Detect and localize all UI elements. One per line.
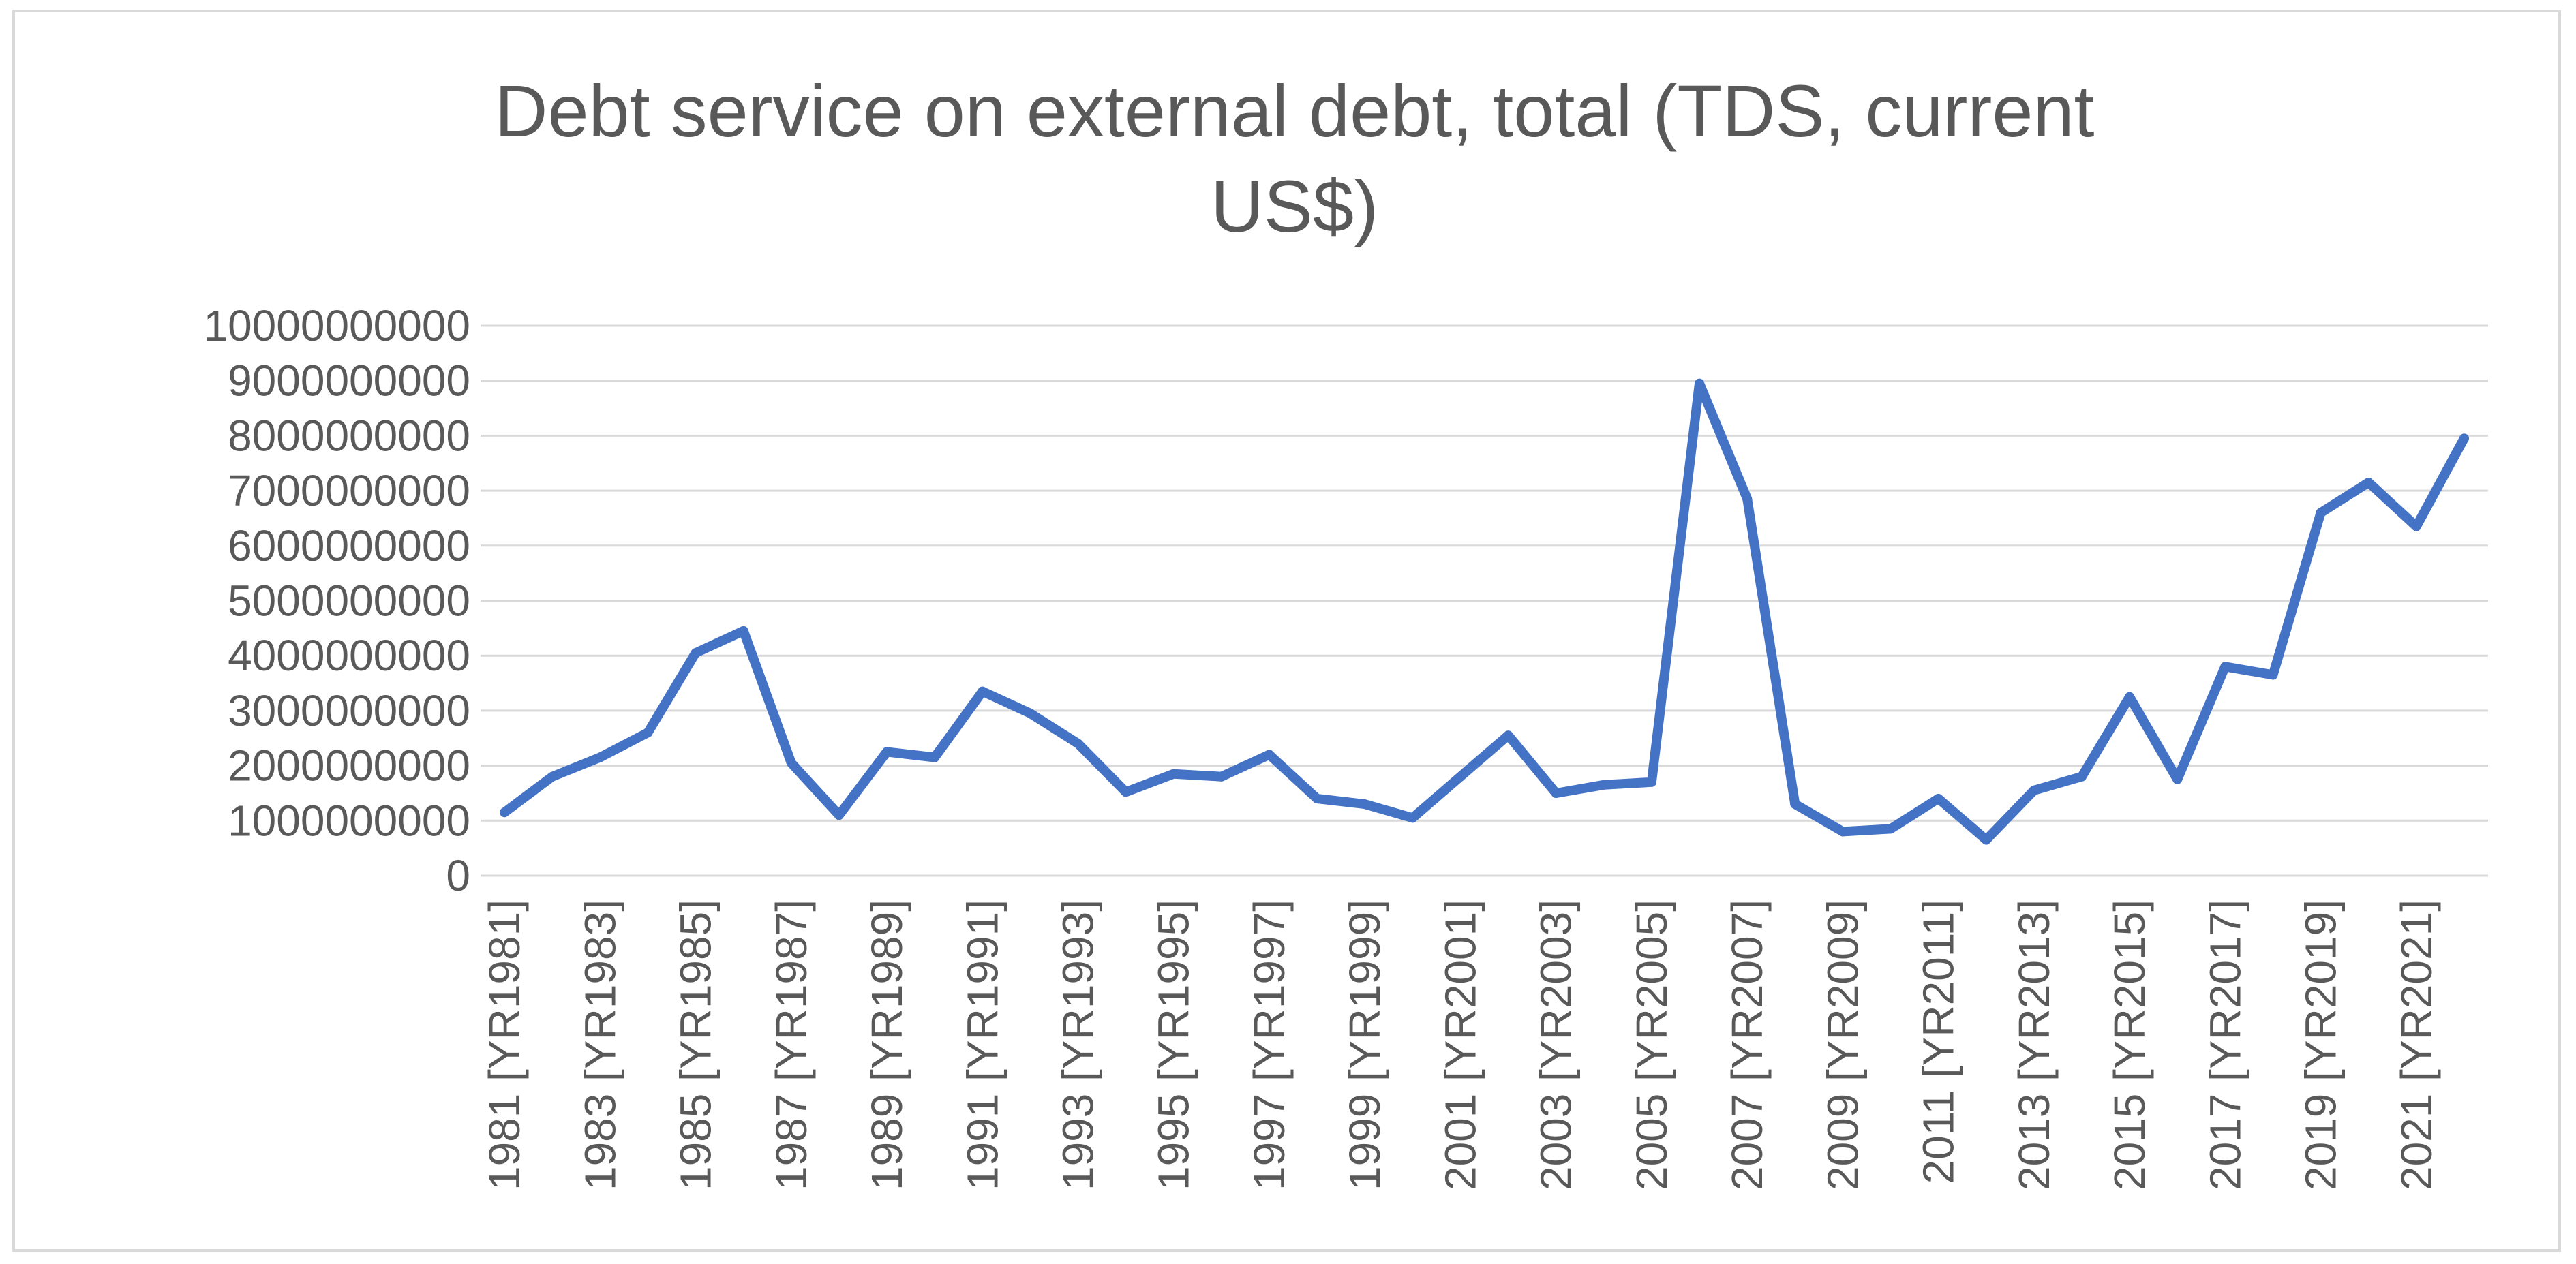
data-point — [2459, 433, 2469, 444]
data-point — [2029, 785, 2039, 795]
x-axis-ticks: 1981 [YR1981] 1983 [YR1983] 1985 [YR1985] 1… — [480, 899, 2441, 1190]
data-point — [1981, 835, 1991, 845]
x-tick-label: 1995 [YR1995] — [1149, 899, 1198, 1190]
x-tick-label: 2007 [YR2007] — [1723, 899, 1772, 1190]
x-tick-label: 1993 [YR1993] — [1053, 899, 1102, 1190]
data-point — [2076, 771, 2087, 782]
data-point — [1455, 771, 1466, 782]
data-point — [1025, 708, 1035, 718]
x-tick-label: 1999 [YR1999] — [1340, 899, 1389, 1190]
data-point — [1073, 739, 1083, 749]
data-point — [1551, 788, 1561, 798]
data-point — [1598, 780, 1609, 790]
y-tick-label: 7000000000 — [228, 466, 470, 515]
data-point — [1264, 750, 1274, 760]
data-point — [500, 807, 510, 818]
y-axis-ticks: 0 1000000000 2000000000 3000000000 400000000… — [203, 301, 470, 900]
x-tick-label: 2019 [YR2019] — [2297, 899, 2346, 1190]
y-tick-label: 10000000000 — [203, 301, 470, 350]
data-point — [1216, 771, 1226, 782]
x-tick-label: 2015 [YR2015] — [2105, 899, 2154, 1190]
data-point — [1885, 824, 1896, 834]
y-tick-label: 6000000000 — [228, 521, 470, 570]
x-tick-label: 1997 [YR1997] — [1245, 899, 1294, 1190]
data-point — [1312, 794, 1322, 804]
data-point — [1646, 777, 1656, 787]
x-tick-label: 2001 [YR2001] — [1436, 899, 1485, 1190]
x-tick-label: 2011 [YR2011] — [1914, 899, 1963, 1184]
x-tick-label: 2005 [YR2005] — [1627, 899, 1676, 1190]
data-point — [1742, 494, 1753, 504]
chart-title-line-1: Debt service on external debt, total (TD… — [494, 70, 2094, 152]
x-tick-label: 1981 [YR1981] — [480, 899, 529, 1190]
chart-frame — [12, 10, 2561, 1252]
series-line — [500, 378, 2469, 845]
data-point — [1838, 827, 1848, 837]
chart-title-line-2: US$) — [1211, 165, 1378, 247]
data-point — [930, 752, 940, 762]
data-point — [2125, 692, 2135, 702]
data-point — [1790, 799, 1800, 810]
data-point — [595, 752, 605, 762]
y-tick-label: 3000000000 — [228, 686, 470, 735]
data-point — [1168, 769, 1179, 779]
data-point — [2363, 477, 2374, 487]
x-tick-label: 1989 [YR1989] — [862, 899, 911, 1190]
data-point — [643, 728, 653, 738]
y-tick-label: 2000000000 — [228, 741, 470, 790]
data-point — [2316, 508, 2326, 518]
x-tick-label: 1983 [YR1983] — [575, 899, 624, 1190]
data-point — [882, 747, 892, 757]
y-tick-label: 9000000000 — [228, 356, 470, 405]
x-tick-label: 2009 [YR2009] — [1818, 899, 1867, 1190]
x-tick-label: 1985 [YR1985] — [671, 899, 721, 1190]
data-point — [547, 771, 558, 782]
y-tick-label: 8000000000 — [228, 411, 470, 460]
data-point — [1695, 378, 1705, 388]
x-tick-label: 2013 [YR2013] — [2010, 899, 2059, 1190]
data-point — [2172, 774, 2183, 784]
y-tick-label: 5000000000 — [228, 576, 470, 626]
x-tick-label: 1987 [YR1987] — [767, 899, 816, 1190]
data-point — [738, 626, 748, 636]
data-point — [786, 758, 796, 768]
series-group — [500, 378, 2469, 845]
data-point — [1360, 799, 1370, 810]
x-tick-label: 2021 [YR2021] — [2392, 899, 2441, 1190]
data-point — [1503, 730, 1513, 741]
gridlines — [481, 324, 2488, 877]
data-point — [978, 686, 988, 696]
data-point — [2220, 662, 2230, 672]
data-point — [1121, 787, 1131, 797]
data-point — [1408, 813, 1418, 823]
y-tick-label: 0 — [446, 851, 470, 900]
data-point — [691, 648, 701, 658]
data-point — [2268, 670, 2278, 680]
data-point — [1933, 794, 1943, 804]
x-tick-label: 2017 [YR2017] — [2200, 899, 2249, 1190]
x-tick-label: 1991 [YR1991] — [958, 899, 1007, 1190]
chart-title: Debt service on external debt, total (TD… — [494, 70, 2094, 247]
data-point — [2411, 521, 2421, 531]
data-point — [834, 810, 844, 820]
y-tick-label: 4000000000 — [228, 631, 470, 680]
y-tick-label: 1000000000 — [228, 796, 470, 845]
x-tick-label: 2003 [YR2003] — [1532, 899, 1581, 1190]
